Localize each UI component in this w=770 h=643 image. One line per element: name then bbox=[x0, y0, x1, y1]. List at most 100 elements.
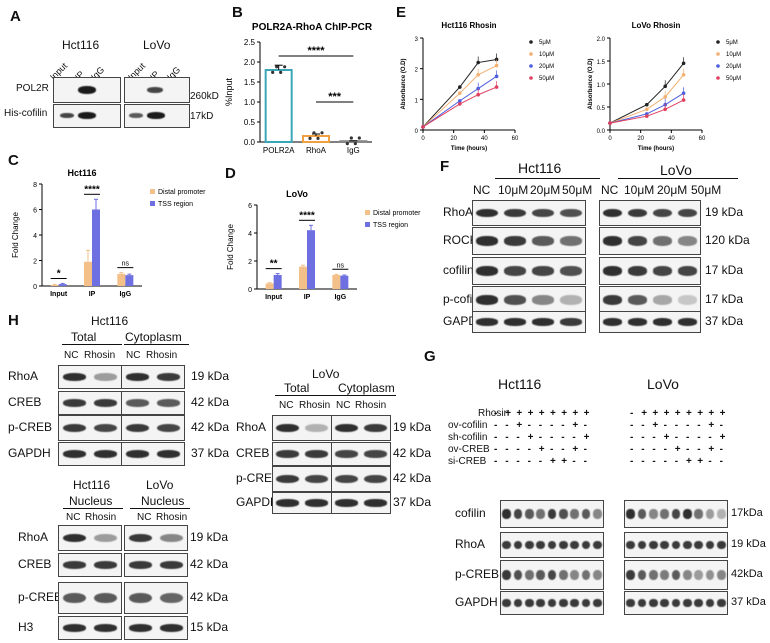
panel-g-mw: 42kDa bbox=[731, 568, 763, 580]
chart-e2-legend-label: 20μM bbox=[726, 64, 741, 70]
panel-g-sign: - bbox=[663, 456, 667, 467]
panel-g-sign: - bbox=[561, 432, 565, 443]
panel-label-c: C bbox=[8, 152, 19, 169]
panel-g-sign: + bbox=[516, 420, 523, 431]
chart-e2-ylabel: Absorbance (O.D) bbox=[588, 58, 594, 109]
panel-f-lane-20-2: 20μM bbox=[657, 183, 688, 197]
chart-e1-legend-swatch bbox=[529, 64, 533, 68]
chart-e1-legend-label: 50μM bbox=[539, 76, 554, 82]
chart-c-sig: ns bbox=[122, 261, 130, 268]
chart-c-legend-label: Distal promoter bbox=[158, 189, 206, 196]
chart-b-bar bbox=[339, 140, 368, 143]
panel-g-sign: + bbox=[697, 408, 704, 419]
panel-h-lane-nc: NC bbox=[64, 350, 79, 361]
chart-e1-ylabel: Absorbance (O.D) bbox=[401, 58, 407, 109]
chart-e1-point bbox=[458, 102, 462, 106]
panel-g-cell1: Hct116 bbox=[498, 376, 542, 392]
chart-e1-point bbox=[458, 85, 462, 89]
chart-e2-title: LoVo Rhosin bbox=[632, 21, 681, 30]
panel-g-sign: - bbox=[494, 444, 498, 455]
panel-h-top-mw: 42 kDa bbox=[191, 395, 230, 409]
panel-g-sign: - bbox=[630, 444, 634, 455]
blot-h-lovo-cyto bbox=[331, 492, 391, 514]
panel-g-condition-label: si-CREB bbox=[448, 456, 487, 467]
blot-h-lovo-cyto bbox=[331, 466, 391, 492]
chart-e2-ytick: 1.5 bbox=[597, 60, 606, 66]
chart-b-ytick: 1.0 bbox=[244, 98, 256, 107]
panel-g-sign: + bbox=[686, 456, 692, 467]
chart-c: Hct116 0 2 4 6 8 Fold Change Input * IP **** IgG ns D… bbox=[11, 168, 206, 298]
panel-g-sign: - bbox=[494, 408, 498, 419]
blot-h-hct116-cyto bbox=[121, 415, 185, 441]
chart-e1-series-line bbox=[422, 58, 497, 128]
blot-h-nuc-hct116 bbox=[58, 582, 122, 614]
chart-b-bar bbox=[302, 135, 330, 143]
panel-f-lane-50: 50μM bbox=[562, 183, 593, 197]
chart-c-ylabel: Fold Change bbox=[11, 212, 20, 258]
panel-h-lovo-mw: 42 kDa bbox=[393, 446, 432, 460]
blot-f-hct116-row bbox=[472, 311, 586, 333]
chart-c-sig: * bbox=[57, 268, 61, 279]
panel-g-sign: - bbox=[719, 444, 723, 455]
chart-c-ytick: 8 bbox=[33, 182, 37, 189]
panel-g-sign: - bbox=[686, 432, 690, 443]
panel-h-lane-rhosin: Rhosin bbox=[84, 350, 116, 361]
panel-h-top-group-total: Total bbox=[71, 330, 97, 344]
panel-g-sign: - bbox=[674, 432, 679, 443]
chart-e2-legend-label: 10μM bbox=[726, 52, 741, 58]
panel-g-sign: + bbox=[550, 408, 556, 419]
blot-g-lovo-row bbox=[624, 500, 728, 528]
chart-d-bar bbox=[273, 275, 282, 289]
chart-e2-ytick: 0.0 bbox=[597, 129, 606, 135]
blot-h-lovo-total bbox=[272, 415, 332, 441]
panel-g-sign: + bbox=[708, 420, 715, 431]
blot-h-nuc-hct116 bbox=[58, 525, 122, 551]
panel-f-lane-10-2: 10μM bbox=[624, 183, 655, 197]
chart-e1-point bbox=[476, 73, 480, 77]
chart-c-bar bbox=[117, 273, 126, 286]
chart-c-ytick: 0 bbox=[33, 284, 37, 291]
chart-e2-xtick: 40 bbox=[668, 136, 675, 142]
blot-g-hct116-row bbox=[500, 532, 604, 558]
blot-h-nuc-lovo bbox=[124, 525, 188, 551]
panel-g-row-label: cofilin bbox=[455, 506, 486, 520]
panel-h-lovo-group-total: Total bbox=[284, 381, 310, 395]
chart-e1-series-line bbox=[422, 75, 497, 128]
blot-f-hct116-row bbox=[472, 200, 586, 226]
chart-e2-xlabel: Time (hours) bbox=[638, 146, 674, 152]
panel-g-sign: - bbox=[505, 420, 509, 431]
chart-e1-legend-label: 5μM bbox=[539, 40, 551, 46]
chart-d-title: LoVo bbox=[286, 189, 308, 199]
chart-e2-legend-label: 50μM bbox=[726, 76, 741, 82]
panel-h-lane-nc-2: NC bbox=[126, 350, 141, 361]
chart-e2-point bbox=[645, 102, 649, 107]
panel-g-sign: + bbox=[583, 408, 590, 419]
chart-e2-series-line bbox=[609, 92, 684, 124]
chart-e1: Hct116 Rhosin 0 1 2 3 0 20 40 60 Time (hours) Abso… bbox=[401, 21, 554, 152]
panel-h-top-mw: 42 kDa bbox=[191, 420, 230, 434]
panel-g-sign: - bbox=[572, 432, 576, 443]
chart-d-legend-label: TSS region bbox=[373, 222, 408, 229]
panel-g-sign: - bbox=[527, 420, 531, 431]
chart-d-xtick: IP bbox=[304, 294, 311, 301]
panel-g-sign: - bbox=[516, 456, 520, 467]
panel-g-sign: + bbox=[550, 456, 556, 467]
panel-h-lovo-mw: 37 kDa bbox=[393, 495, 432, 509]
chart-e1-ytick: 3 bbox=[415, 37, 419, 43]
panel-g-sign: + bbox=[652, 408, 659, 419]
panel-g-mw: 19 kDa bbox=[731, 538, 766, 550]
panel-g-sign: - bbox=[494, 432, 498, 443]
panel-g-sign: + bbox=[697, 456, 704, 467]
chart-b-ytick: 2.5 bbox=[244, 38, 256, 47]
chart-d-bar bbox=[307, 230, 315, 289]
panel-g-sign: - bbox=[686, 420, 690, 431]
chart-d: LoVo 0 2 4 6 Fold Change Input ** IP **** IgG ns Dis… bbox=[226, 189, 421, 301]
chart-c-xtick: Input bbox=[50, 291, 68, 298]
chart-e1-xtick: 60 bbox=[512, 136, 519, 142]
panel-f-mw: 17 kDa bbox=[705, 292, 744, 306]
panel-g-sign: - bbox=[505, 444, 509, 455]
panel-f-mw: 120 kDa bbox=[705, 233, 750, 247]
chart-b-sig: **** bbox=[307, 45, 325, 57]
panel-g-row-label: RhoA bbox=[455, 537, 486, 551]
blot-a-lovo-pol2r bbox=[124, 77, 190, 103]
